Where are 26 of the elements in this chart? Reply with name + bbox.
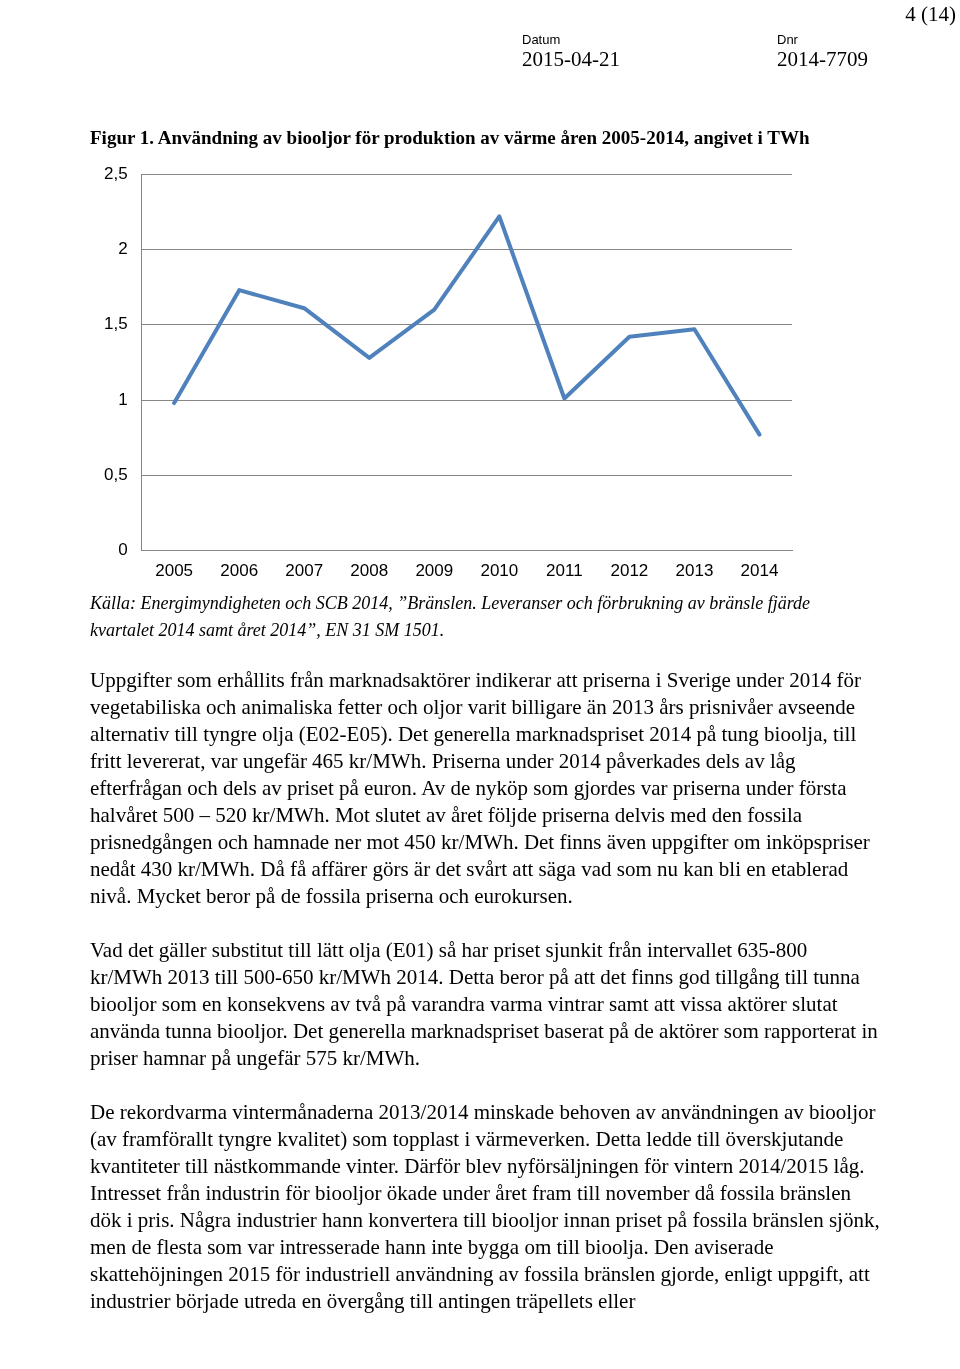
y-tick-label: 1,5 bbox=[103, 314, 128, 334]
y-tick-label: 2 bbox=[118, 239, 128, 259]
x-tick-label: 2010 bbox=[480, 561, 519, 581]
text: De rekordvarma vintermånaderna 2013/2014 minskade behoven av användningen av biooljor (av framförallt tyngre kvalitet) som topplast i värmeverken. Detta ledde till överskjutande kvantiteter till nästkommande vinter. Därför blev nyförsäljningen för vintern 2014/2015 låg. Intresset från industrin för biooljor ökade under året fram till november då fossila bränslen dök i pris. Några industrier hann konvertera till biooljor innan priset på fossila bränslen sjönk, men de flesta som var intresserade hann inte bygga om till bioolja. Den aviserade skattehöjningen 2015 för industriell användning av fossila bränslen gjorde, enligt uppgift, att industrier började utreda en övergång till antingen träpellets eller bbox=[90, 1099, 880, 1315]
y-tick-label: 2,5 bbox=[103, 163, 128, 183]
x-tick-label: 2005 bbox=[155, 561, 194, 581]
x-tick-label: 2008 bbox=[350, 561, 389, 581]
text: Datum bbox=[522, 32, 562, 47]
x-tick-label: 2007 bbox=[285, 561, 324, 581]
text: Vad det gäller substitut till lätt olja (E01) så har priset sjunkit från intervallet 635-800 kr/MWh 2013 till 500-650 kr/MWh 2014. Detta beror på att det finns god tillgång till tunna biooljor som en konsekvens av två på varandra varma vintrar samt att vissa aktörer slutat använda tunna biooljor. Det generella marknadspriset baserat på de aktörer som rapporterat in priser hamnar på ungefär 575 kr/MWh. bbox=[90, 937, 879, 1072]
y-tick-label: 0,5 bbox=[103, 465, 128, 485]
x-tick-label: 2014 bbox=[740, 561, 779, 581]
text: 2015-04-21 bbox=[522, 47, 620, 72]
x-tick-label: 2006 bbox=[220, 561, 259, 581]
text: Uppgifter som erhållits från marknadsaktörer indikerar att priserna i Sverige under 2014 för vegetabiliska och animaliska fetter och oljor varit billigare än 2013 års prisnivåer avseende alternativ till tyngre olja (E02-E05). Det generella marknadspriset 2014 på tung bioolja, till fritt levererat, var ungefär 465 kr/MWh. Priserna under 2014 påverkades dels av låg efterfrågan och dels av priset på euron. Av de nyköp som gjordes var priserna under första halvåret 500 – 520 kr/MWh. Mot slutet av året följde priserna delvis med den fossila prisnedgången och hamnade ner mot 450 kr/MWh. Det finns även uppgifter om inköpspriser nedåt 430 kr/MWh. Då få affärer görs är det svårt att säga vad som nu kan bli en etablerad nivå. Mycket beror på de fossila priserna och eurokursen. bbox=[90, 668, 870, 908]
text: Källa: Energimyndigheten och SCB 2014, ”Bränslen. Leveranser och förbrukning av bränsle fjärde kvartalet 2014 samt året 2014”, EN 31 SM 1501. bbox=[90, 592, 812, 642]
text: 2014-7709 bbox=[777, 47, 868, 72]
x-tick-label: 2009 bbox=[415, 561, 454, 581]
x-tick-label: 2013 bbox=[675, 561, 714, 581]
y-tick-label: 1 bbox=[118, 389, 128, 409]
chart-title: Figur 1. Användning av biooljor för produktion av värme åren 2005-2014, angivet i TWh bbox=[90, 127, 810, 149]
text: Dnr bbox=[777, 32, 799, 47]
x-tick-label: 2012 bbox=[610, 561, 649, 581]
x-tick-label: 2011 bbox=[546, 561, 583, 581]
text: 4 (14) bbox=[905, 2, 956, 27]
y-tick-label: 0 bbox=[118, 540, 128, 560]
